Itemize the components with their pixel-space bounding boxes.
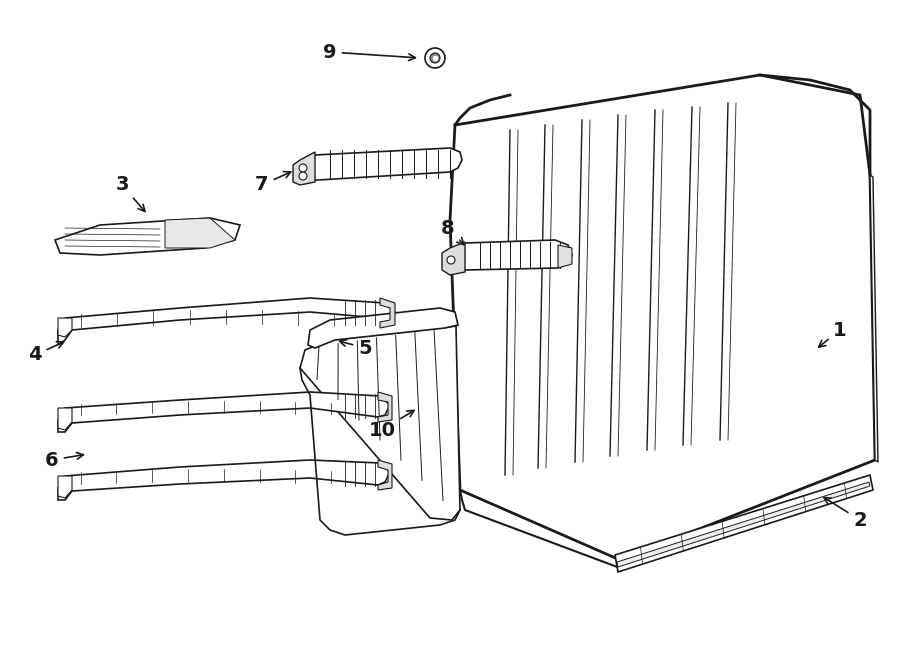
Polygon shape [58,460,390,500]
Text: 5: 5 [339,338,372,358]
Text: 1: 1 [819,321,847,347]
Polygon shape [300,326,460,520]
Polygon shape [450,240,572,270]
Text: 6: 6 [45,451,84,469]
Polygon shape [58,476,72,498]
Polygon shape [558,245,572,268]
Polygon shape [58,408,72,430]
Polygon shape [380,298,395,328]
Polygon shape [450,75,875,560]
Circle shape [299,172,307,180]
Text: 10: 10 [368,410,414,440]
Circle shape [430,53,440,63]
Text: 7: 7 [256,172,291,194]
Circle shape [425,48,445,68]
Polygon shape [378,460,392,490]
Polygon shape [300,148,462,180]
Circle shape [299,164,307,172]
Polygon shape [58,318,72,337]
Text: 9: 9 [323,42,416,61]
Polygon shape [58,298,395,345]
Text: 2: 2 [824,498,867,529]
Polygon shape [615,475,873,572]
Polygon shape [442,242,465,275]
Polygon shape [58,392,390,432]
Circle shape [447,256,455,264]
Polygon shape [165,218,235,248]
Text: 3: 3 [115,176,145,212]
Polygon shape [378,392,392,422]
Polygon shape [870,175,878,462]
Polygon shape [617,482,870,567]
Text: 8: 8 [441,219,464,245]
Polygon shape [293,152,315,185]
Text: 4: 4 [28,342,64,364]
Polygon shape [308,308,458,348]
Polygon shape [55,218,240,255]
